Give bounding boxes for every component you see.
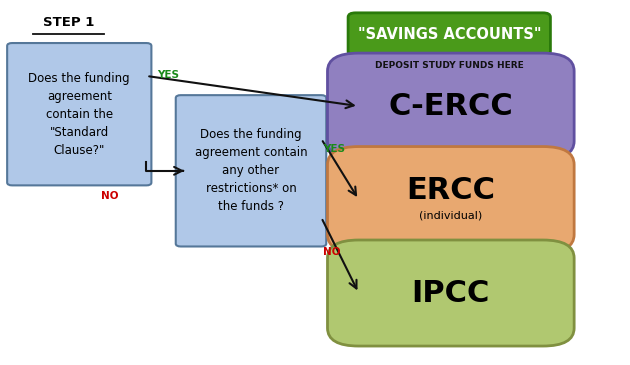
Text: "SAVINGS ACCOUNTS": "SAVINGS ACCOUNTS": [357, 27, 541, 42]
FancyBboxPatch shape: [328, 240, 574, 346]
Text: NO: NO: [101, 192, 119, 201]
Text: Does the funding
agreement
contain the
"Standard
Clause?": Does the funding agreement contain the "…: [28, 72, 130, 157]
FancyBboxPatch shape: [328, 147, 574, 253]
Text: DEPOSIT STUDY FUNDS HERE: DEPOSIT STUDY FUNDS HERE: [375, 61, 524, 70]
Text: Does the funding
agreement contain
any other
restrictions* on
the funds ?: Does the funding agreement contain any o…: [195, 128, 307, 213]
Text: IPCC: IPCC: [411, 278, 490, 308]
Text: (individual): (individual): [419, 211, 483, 221]
Text: C-ERCC: C-ERCC: [389, 92, 513, 120]
Text: STEP 1: STEP 1: [43, 16, 94, 29]
Text: YES: YES: [323, 144, 345, 154]
Text: ERCC: ERCC: [406, 176, 495, 205]
FancyBboxPatch shape: [176, 95, 326, 246]
Text: YES: YES: [158, 70, 180, 80]
FancyBboxPatch shape: [7, 43, 151, 185]
FancyBboxPatch shape: [348, 13, 551, 55]
Text: NO: NO: [323, 247, 341, 257]
FancyBboxPatch shape: [328, 53, 574, 159]
